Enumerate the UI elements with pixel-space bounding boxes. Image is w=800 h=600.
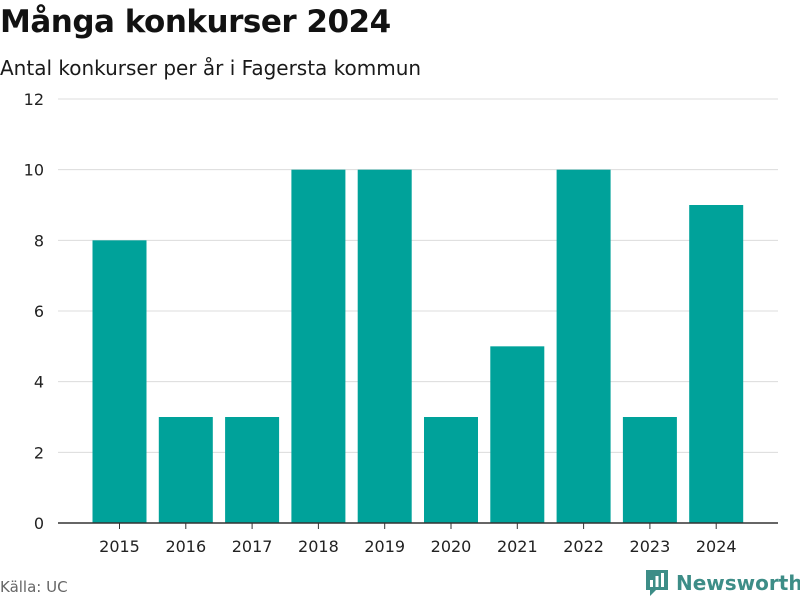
bar-2022 xyxy=(556,169,611,523)
chart-title: Många konkurser 2024 xyxy=(0,4,391,40)
x-tick-label: 2021 xyxy=(497,537,538,556)
x-tick-label: 2017 xyxy=(232,537,273,556)
bar-2020 xyxy=(424,417,478,523)
chart-subtitle: Antal konkurser per år i Fagersta kommun xyxy=(0,56,422,80)
x-tick-label: 2015 xyxy=(99,537,140,556)
x-tick-label: 2018 xyxy=(298,537,339,556)
x-tick-label: 2020 xyxy=(431,537,472,556)
newsworthy-logo-icon xyxy=(646,570,668,596)
bar-2021 xyxy=(490,346,545,523)
bar-2016 xyxy=(158,417,213,523)
bar-2015 xyxy=(92,240,147,524)
y-tick-label: 2 xyxy=(34,443,44,462)
bar-2018 xyxy=(291,169,346,523)
y-tick-label: 6 xyxy=(34,302,44,321)
y-tick-label: 10 xyxy=(24,161,44,180)
y-tick-label: 12 xyxy=(24,90,44,109)
brand-logo: Newsworthy xyxy=(644,568,800,598)
y-tick-label: 8 xyxy=(34,231,44,250)
bars xyxy=(92,169,744,524)
bar-2017 xyxy=(225,417,280,523)
x-tick-label: 2016 xyxy=(165,537,206,556)
gridlines xyxy=(58,98,778,453)
x-tick-label: 2024 xyxy=(696,537,737,556)
x-tick-label: 2022 xyxy=(563,537,604,556)
bar-2023 xyxy=(622,417,677,523)
bar-2024 xyxy=(689,205,744,523)
source-note: Källa: UC xyxy=(0,578,68,596)
bar-2019 xyxy=(357,169,412,523)
axes xyxy=(58,522,778,529)
tick-labels: 0 2 4 6 8 10 12 2015 2016 2017 2018 2019 2020 2021 202… xyxy=(24,90,737,556)
brand-name: Newsworthy xyxy=(676,571,800,595)
y-tick-label: 4 xyxy=(34,373,44,392)
x-tick-label: 2023 xyxy=(630,537,671,556)
y-tick-label: 0 xyxy=(34,514,44,533)
x-tick-label: 2019 xyxy=(364,537,405,556)
